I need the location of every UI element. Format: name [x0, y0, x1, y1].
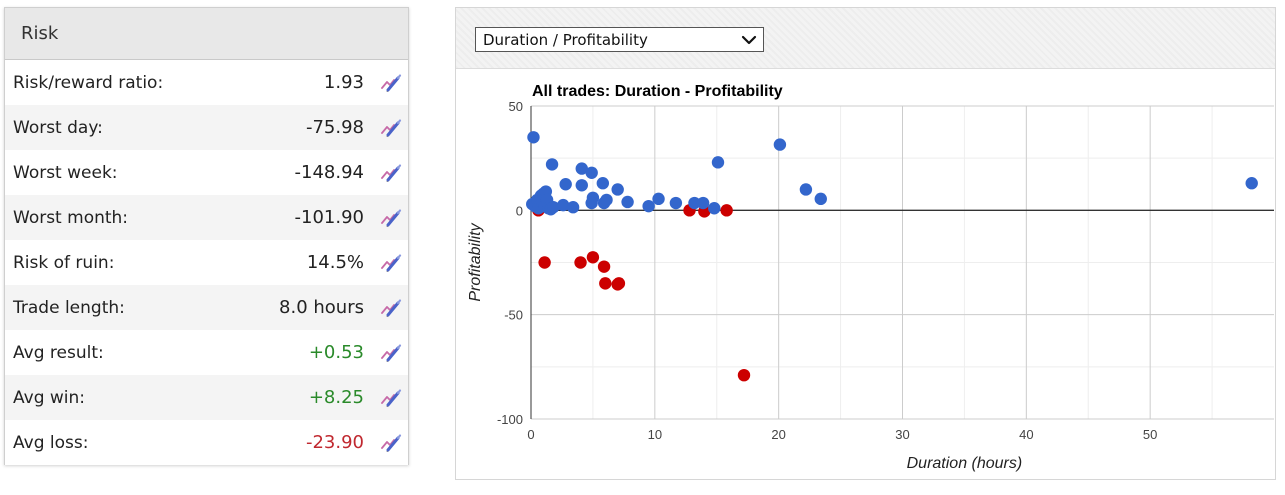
- duration-profitability-scatter-chart: 0 10 20 30 40 50 50 0 -50 -100 All trades: Duratio…: [467, 83, 1274, 472]
- risk-panel-header: Risk: [5, 8, 408, 60]
- win-trade-point: [566, 201, 580, 214]
- chart-edit-icon[interactable]: [380, 342, 402, 364]
- risk-panel-title: Risk: [21, 23, 59, 44]
- loss-trade-point: [720, 204, 733, 217]
- y-tick-label: -50: [504, 308, 523, 323]
- risk-stat-label: Trade length:: [13, 297, 125, 318]
- risk-stat-row: Risk of ruin: 14.5%: [5, 240, 408, 285]
- win-trade-point: [1245, 177, 1258, 190]
- win-trade-point: [652, 192, 665, 206]
- win-trade-point: [559, 178, 572, 191]
- win-trade-point: [799, 183, 813, 196]
- risk-stat-label: Worst week:: [13, 162, 118, 183]
- loss-trade-point: [538, 256, 551, 269]
- win-trade-point: [696, 196, 710, 210]
- risk-stat-row: Worst week: -148.94: [5, 150, 408, 195]
- risk-stat-row: Avg loss: -23.90: [5, 420, 408, 465]
- win-trade-point: [545, 158, 559, 171]
- scatter-chart-area: 0 10 20 30 40 50 50 0 -50 -100 All trades: Duratio…: [456, 69, 1275, 479]
- win-trade-point: [575, 162, 588, 175]
- chart-edit-icon[interactable]: [380, 387, 402, 409]
- risk-panel: Risk Risk/reward ratio: 1.93 Worst day: -75…: [4, 7, 409, 465]
- x-tick-label: 10: [648, 427, 662, 442]
- chart-title: All trades: Duration - Profitability: [532, 83, 783, 100]
- risk-stat-label: Avg result:: [13, 342, 104, 363]
- win-trade-point: [773, 138, 787, 151]
- risk-stat-row: Worst month: -101.90: [5, 195, 408, 240]
- risk-stat-value: 1.93: [323, 72, 364, 93]
- risk-stat-row: Worst day: -75.98: [5, 105, 408, 150]
- y-tick-label: 0: [516, 203, 523, 218]
- chart-edit-icon[interactable]: [380, 297, 402, 319]
- loss-trade-point: [597, 260, 611, 273]
- chart-edit-icon[interactable]: [380, 72, 402, 94]
- risk-stat-value: +0.53: [308, 342, 364, 363]
- win-trade-point: [547, 201, 560, 214]
- chart-edit-icon[interactable]: [380, 162, 402, 184]
- risk-stat-value: 8.0 hours: [279, 297, 364, 318]
- x-tick-label: 30: [895, 427, 909, 442]
- risk-stat-label: Avg loss:: [13, 432, 89, 453]
- x-tick-label: 40: [1019, 427, 1033, 442]
- win-trade-point: [688, 196, 701, 210]
- chart-edit-icon[interactable]: [380, 117, 402, 139]
- risk-stat-value: -148.94: [294, 162, 364, 183]
- chart-panel: Duration / Profitability 0 10 20 30 40 50 50 0-…: [455, 7, 1276, 480]
- risk-stat-value: -101.90: [294, 207, 364, 228]
- win-trade-point: [642, 199, 655, 213]
- risk-stat-label: Worst month:: [13, 207, 129, 228]
- risk-stat-label: Risk of ruin:: [13, 252, 115, 273]
- win-trade-point: [585, 196, 598, 210]
- win-trade-point: [611, 183, 624, 196]
- chart-edit-icon[interactable]: [380, 252, 402, 274]
- loss-trade-point: [737, 368, 751, 382]
- risk-stat-row: Trade length: 8.0 hours: [5, 285, 408, 330]
- chart-type-select[interactable]: Duration / Profitability: [475, 27, 764, 52]
- risk-stat-value: -75.98: [305, 117, 364, 138]
- loss-trade-point: [612, 277, 626, 290]
- win-trade-point: [711, 156, 725, 169]
- risk-stat-row: Avg win: +8.25: [5, 375, 408, 420]
- x-axis-label: Duration (hours): [907, 455, 1023, 472]
- x-tick-label: 0: [527, 427, 534, 442]
- risk-stat-row: Avg result: +0.53: [5, 330, 408, 375]
- y-tick-label: 50: [509, 99, 523, 114]
- risk-stat-value: 14.5%: [306, 252, 364, 273]
- chart-type-select-value: Duration / Profitability: [483, 30, 648, 49]
- x-tick-label: 20: [771, 427, 785, 442]
- risk-stat-row: Risk/reward ratio: 1.93: [5, 60, 408, 105]
- win-trade-point: [527, 131, 540, 144]
- loss-trade-point: [586, 251, 600, 264]
- loss-trade-point: [599, 277, 612, 290]
- loss-trade-point: [574, 256, 587, 269]
- win-trade-point: [708, 202, 721, 215]
- win-trade-point: [621, 195, 634, 209]
- risk-stats-list: Risk/reward ratio: 1.93 Worst day: -75.98 Wo…: [5, 60, 408, 465]
- x-tick-label: 50: [1143, 427, 1157, 442]
- risk-stat-value: +8.25: [308, 387, 364, 408]
- win-trade-point: [556, 198, 570, 212]
- win-trade-point: [669, 196, 683, 210]
- risk-stat-label: Avg win:: [13, 387, 86, 408]
- risk-stat-label: Risk/reward ratio:: [13, 72, 164, 93]
- win-trade-point: [585, 166, 598, 179]
- chart-edit-icon[interactable]: [380, 207, 402, 229]
- win-trade-point: [600, 193, 613, 207]
- win-trade-point: [575, 179, 588, 192]
- risk-stat-label: Worst day:: [13, 117, 103, 138]
- y-tick-label: -100: [497, 412, 523, 427]
- chart-edit-icon[interactable]: [380, 432, 402, 454]
- win-trade-point: [814, 192, 827, 206]
- win-trade-point: [596, 177, 610, 190]
- chevron-down-icon: [735, 30, 763, 50]
- risk-stat-value: -23.90: [305, 432, 364, 453]
- y-axis-label: Profitability: [467, 222, 484, 301]
- chart-toolbar: Duration / Profitability: [456, 8, 1275, 69]
